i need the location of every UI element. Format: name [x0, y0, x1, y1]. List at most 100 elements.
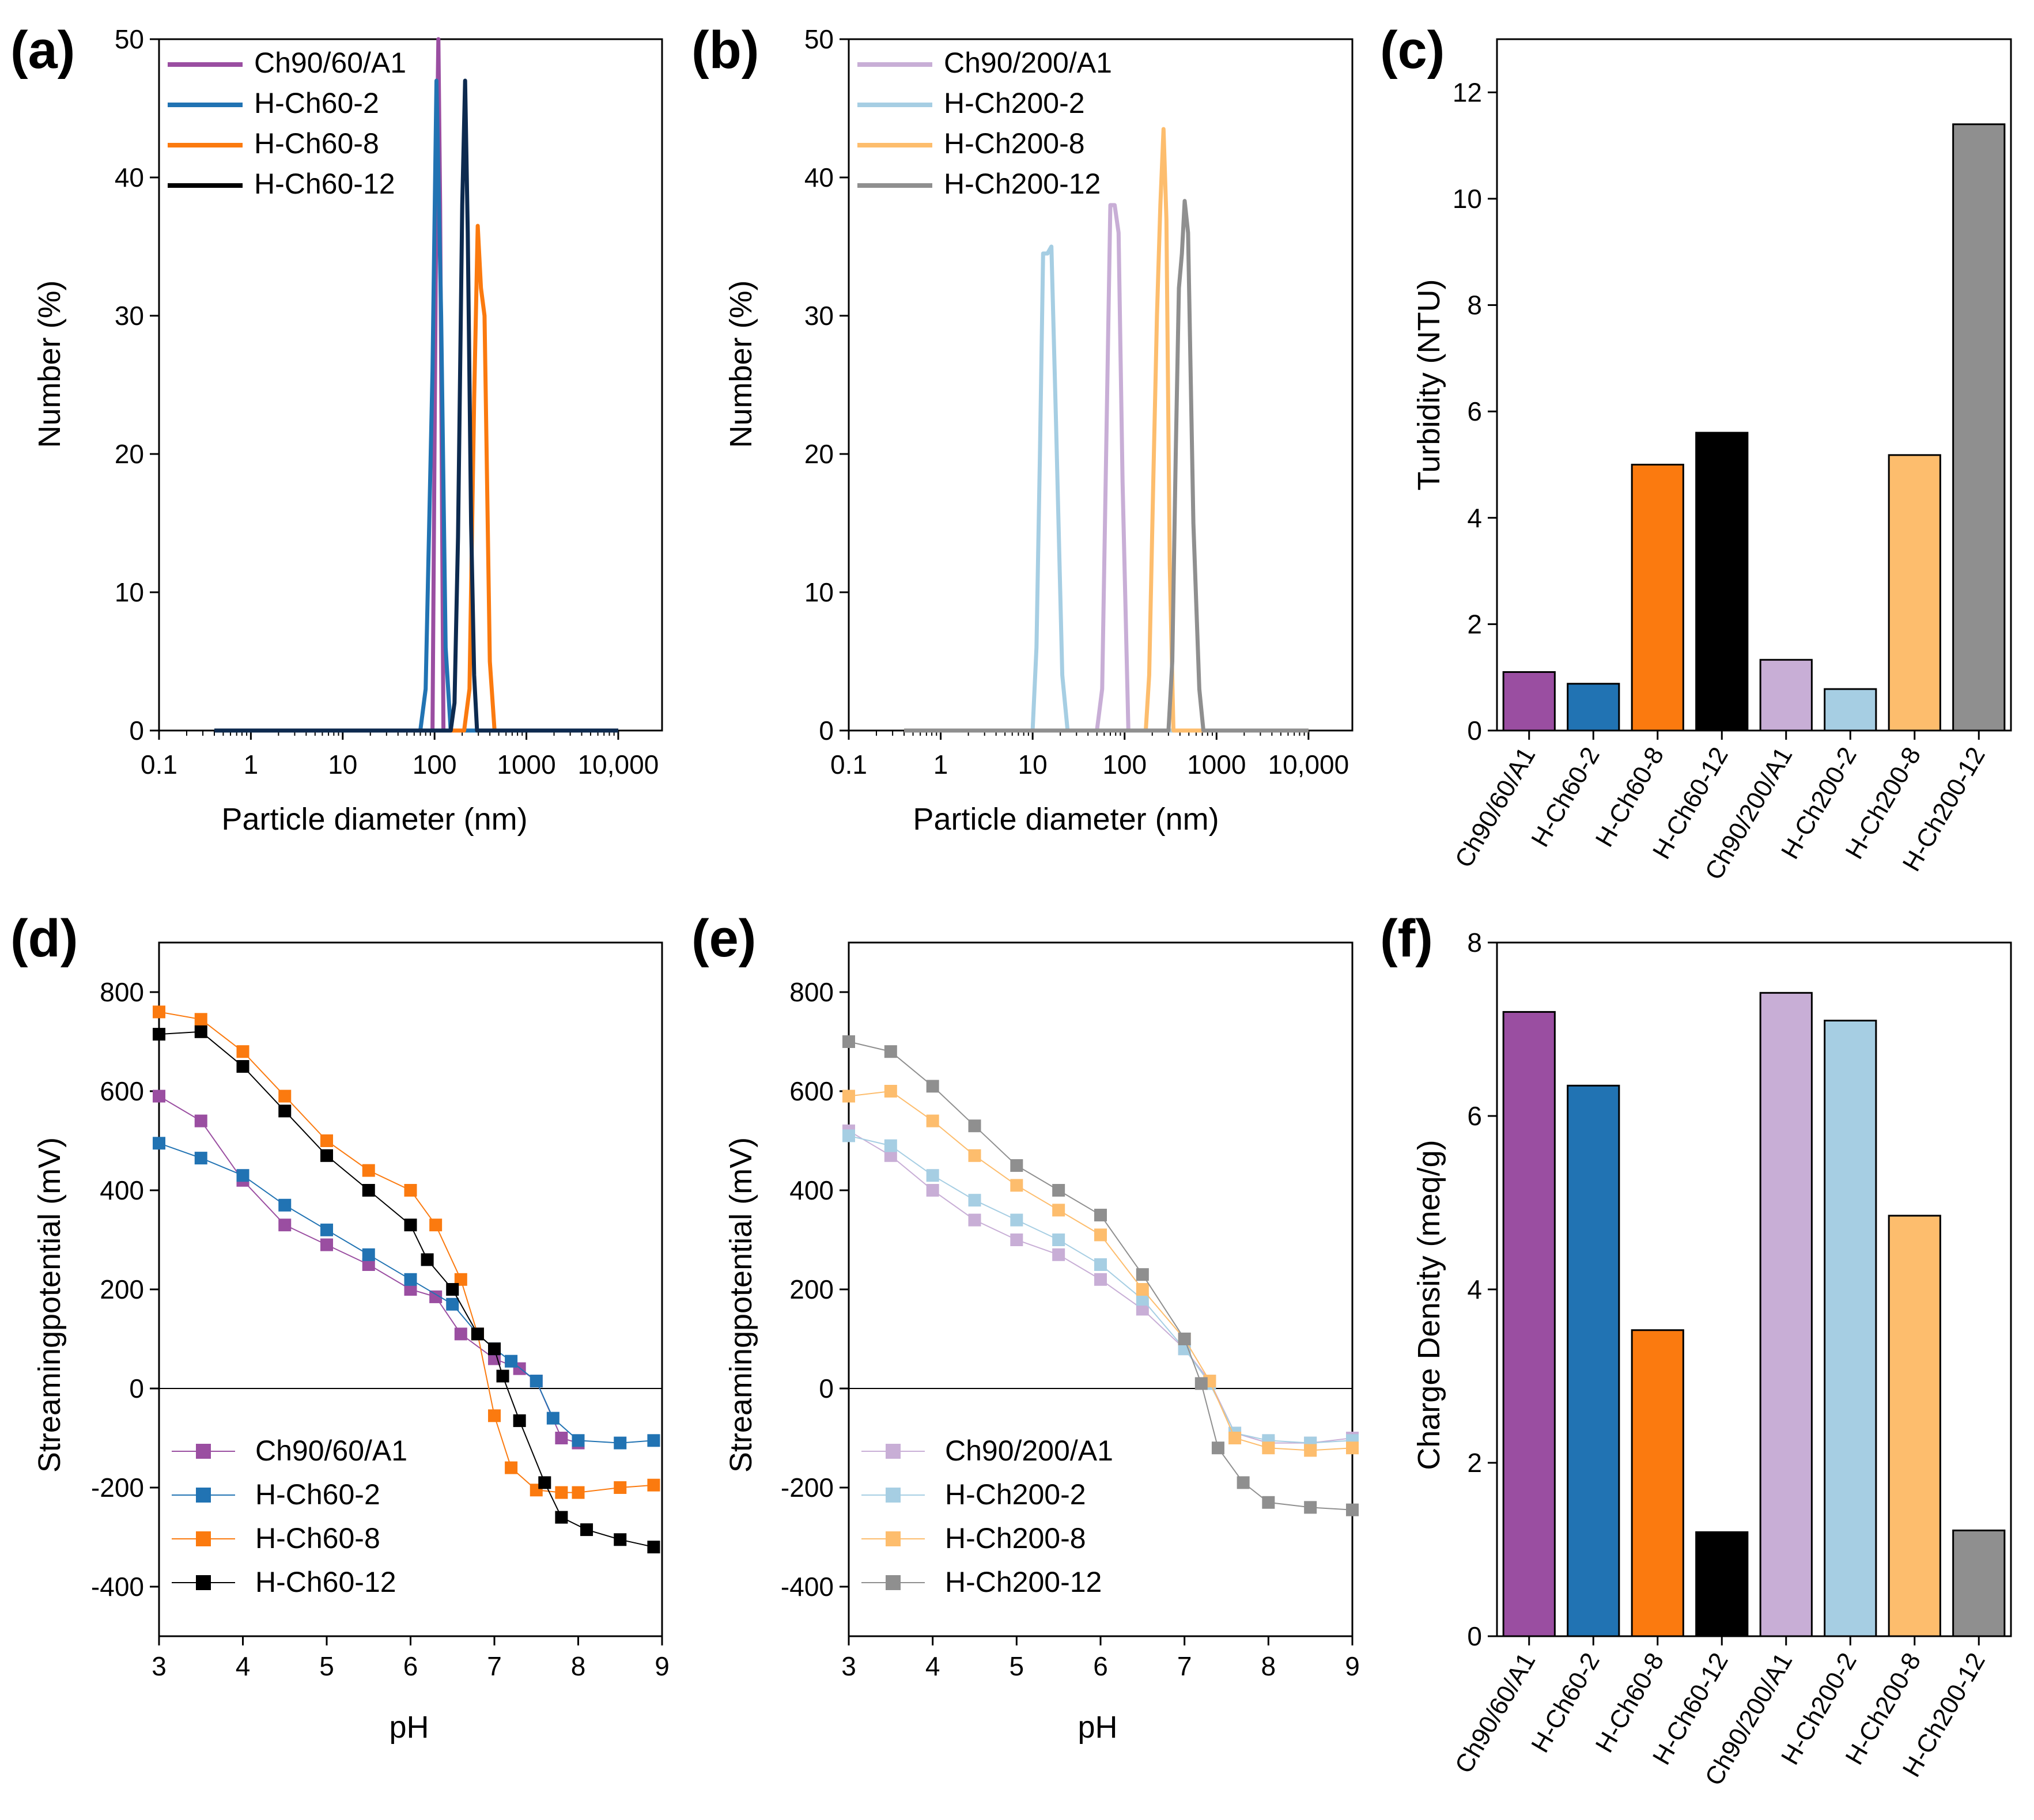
point-h-ch60-8: [153, 1005, 165, 1019]
legend-marker-ch90-60-a1: [196, 1444, 211, 1459]
point-h-ch60-2: [153, 1137, 165, 1150]
point-h-ch200-12: [1178, 1333, 1191, 1345]
point-h-ch200-8: [968, 1149, 981, 1162]
y-tick-label: 4: [1467, 1274, 1482, 1304]
point-h-ch60-2: [505, 1354, 518, 1368]
x-tick-label: 8: [571, 1651, 586, 1681]
y-tick-label: 200: [100, 1274, 144, 1304]
x-tick-label: 0.1: [141, 750, 177, 780]
panel-d-label: (d): [10, 909, 78, 968]
point-h-ch60-2: [278, 1198, 292, 1212]
point-h-ch60-8: [236, 1045, 249, 1058]
point-ch90-60-a1: [555, 1432, 568, 1444]
point-h-ch200-12: [1136, 1268, 1149, 1281]
legend-entry-h-ch60-8: H-Ch60-8: [255, 1522, 380, 1554]
point-h-ch200-12: [1262, 1496, 1275, 1509]
x-tick-label: 7: [487, 1651, 502, 1681]
point-h-ch60-12: [153, 1028, 165, 1041]
point-h-ch60-8: [647, 1478, 660, 1492]
series-line-h-ch60-8: [158, 1011, 654, 1493]
point-h-ch200-12: [968, 1119, 981, 1133]
x-tick-label: 0.1: [830, 750, 867, 780]
point-h-ch200-12: [842, 1035, 855, 1048]
point-h-ch200-2: [1052, 1233, 1065, 1246]
y-tick-label: 8: [1467, 290, 1482, 320]
y-tick-label: 30: [804, 301, 834, 331]
panel-b: (b) 0 10 20 30 40 50 0.1 1 10 100 1000 10,000 Ch90/2…: [691, 21, 1354, 837]
point-h-ch60-2: [320, 1223, 333, 1236]
bar-h-ch60-2: [1567, 683, 1620, 732]
point-h-ch60-12: [580, 1523, 593, 1537]
legend-marker-h-ch60-2: [196, 1488, 211, 1503]
point-h-ch60-12: [236, 1060, 249, 1073]
series-line-h-ch60-8: [214, 224, 618, 733]
point-ch90-60-a1: [320, 1238, 333, 1251]
point-h-ch60-12: [538, 1476, 551, 1489]
legend-entry-h-ch60-8: H-Ch60-8: [254, 127, 379, 160]
point-ch90-200-a1: [968, 1213, 981, 1227]
point-ch90-200-a1: [1136, 1303, 1149, 1316]
x-tick-label: 1: [244, 750, 259, 780]
point-h-ch60-12: [471, 1327, 484, 1341]
point-h-ch60-8: [404, 1184, 417, 1197]
category-label-ch90-60-a1: Ch90/60/A1: [1450, 1648, 1541, 1779]
bar-h-ch200-12: [1952, 1529, 2006, 1637]
point-h-ch60-2: [530, 1375, 543, 1388]
legend-entry-ch90-60-a1: Ch90/60/A1: [255, 1435, 407, 1467]
point-h-ch60-8: [505, 1461, 518, 1474]
legend-entry-h-ch60-12: H-Ch60-12: [254, 168, 395, 200]
y-tick-label: 600: [100, 1076, 144, 1106]
x-tick-label: 100: [1102, 750, 1147, 780]
point-h-ch60-12: [278, 1104, 292, 1118]
point-h-ch60-12: [496, 1369, 509, 1383]
legend-marker-h-ch200-2: [886, 1488, 901, 1503]
point-h-ch60-2: [546, 1412, 559, 1425]
point-h-ch60-12: [555, 1511, 568, 1524]
legend-entry-h-ch200-2: H-Ch200-2: [945, 1478, 1086, 1511]
x-tick-label: 1000: [1187, 750, 1246, 780]
point-h-ch200-12: [1052, 1184, 1065, 1197]
legend-entry-ch90-60-a1: Ch90/60/A1: [254, 47, 406, 79]
legend-entry-ch90-200-a1: Ch90/200/A1: [945, 1435, 1113, 1467]
panel-e: (e) -400 -200 0 200 400 600 800 3 4 5 6 7 8 9 Ch90/200…: [691, 909, 1360, 1745]
panel-b-ylabel: Number (%): [724, 280, 758, 448]
y-tick-label: 20: [804, 439, 834, 469]
point-h-ch200-12: [1237, 1476, 1250, 1489]
x-tick-label: 6: [403, 1651, 418, 1681]
y-tick-label: 40: [804, 162, 834, 192]
bar-h-ch60-12: [1695, 1531, 1749, 1637]
legend-marker-h-ch200-12: [886, 1575, 901, 1590]
point-ch90-60-a1: [488, 1352, 501, 1365]
y-tick-label: 0: [819, 1373, 834, 1403]
point-h-ch60-2: [404, 1273, 417, 1286]
point-h-ch200-12: [1211, 1441, 1224, 1455]
y-tick-label: 50: [804, 24, 834, 54]
legend-entry-h-ch60-2: H-Ch60-2: [255, 1478, 380, 1511]
series-line-ch90-200-a1: [848, 1130, 1353, 1444]
point-h-ch60-8: [362, 1164, 375, 1177]
point-h-ch60-8: [572, 1486, 585, 1499]
legend-marker-h-ch60-12: [196, 1575, 211, 1590]
point-h-ch60-12: [614, 1533, 627, 1546]
point-h-ch200-8: [1262, 1441, 1275, 1455]
bar-ch90-60-a1: [1502, 671, 1556, 732]
point-h-ch60-2: [647, 1434, 660, 1447]
point-h-ch60-12: [404, 1219, 417, 1232]
point-h-ch200-12: [1304, 1501, 1317, 1514]
plot-frame: [1496, 38, 2012, 732]
y-tick-label: 8: [1467, 928, 1482, 958]
y-tick-label: 4: [1467, 503, 1482, 533]
bar-h-ch200-2: [1824, 1019, 1877, 1637]
point-ch90-60-a1: [429, 1290, 443, 1303]
y-tick-label: 400: [100, 1175, 144, 1205]
legend-entry-h-ch60-12: H-Ch60-12: [255, 1566, 396, 1598]
y-tick-label: 6: [1467, 396, 1482, 426]
y-tick-label: 800: [100, 977, 144, 1007]
y-tick-label: 30: [115, 301, 144, 331]
x-tick-label: 10,000: [578, 750, 659, 780]
panel-e-xlabel: pH: [1078, 1710, 1117, 1745]
x-tick-label: 3: [841, 1651, 856, 1681]
y-tick-label: -400: [781, 1572, 834, 1602]
point-h-ch200-2: [842, 1129, 855, 1142]
